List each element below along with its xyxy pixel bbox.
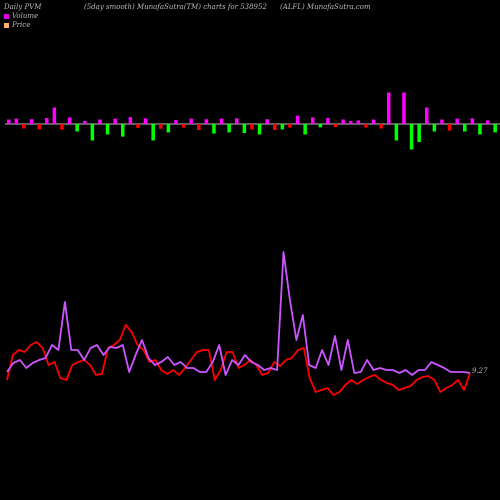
legend-price-swatch [4,22,9,28]
volume-bar [83,121,87,124]
volume-bar [136,124,140,128]
volume-line [6,251,471,376]
volume-bar [250,124,254,130]
volume-bar [128,117,133,124]
volume-bar [493,124,497,133]
volume-bar [22,124,26,129]
volume-bar [288,124,292,128]
volume-bar [204,119,209,124]
volume-bar [14,118,19,124]
volume-bar [257,124,262,135]
volume-bar [113,118,117,124]
volume-bar [45,118,49,124]
volume-bar [349,121,353,124]
chart-title-left: Daily PVM [4,3,42,11]
volume-bar [432,124,437,132]
legend-volume-label: Volume [12,12,39,20]
volume-bar [326,118,330,124]
volume-bar [60,124,64,130]
volume-bar [295,115,300,124]
volume-bar [7,119,11,124]
volume-bar [151,124,155,141]
volume-bar [189,118,193,124]
volume-bar [166,124,171,133]
volume-bar [387,92,391,124]
volume-bar [394,124,399,141]
chart-title-right: (ALFL) MunafaSutra.com [280,3,371,11]
chart-title-center: (5day smooth) MunafaSutra(TM) charts for… [84,3,267,11]
volume-bar [371,119,376,124]
volume-bar [52,107,57,124]
volume-bar [478,124,482,135]
volume-bar [67,117,72,124]
last-value-label: 9.27 [472,367,488,375]
volume-bar [219,118,224,124]
volume-bar [425,107,429,124]
volume-bar [440,119,444,124]
volume-bar [143,118,148,124]
volume-bar [174,120,178,124]
volume-bar [417,124,421,142]
volume-bar [364,124,368,128]
volume-bar [98,119,102,124]
volume-bar [455,118,459,124]
volume-bar [303,124,307,135]
volume-bar [318,124,323,128]
volume-bar [280,124,285,130]
volume-bar [379,124,383,129]
volume-bar [485,120,490,124]
volume-bar [273,124,277,130]
volume-bar [227,124,231,133]
volume-bar [463,124,467,132]
volume-bar [121,124,125,137]
volume-bar [447,124,452,131]
volume-bar [29,119,34,124]
volume-bar [409,124,414,150]
legend-price-label: Price [12,21,31,29]
volume-bar [37,124,41,130]
volume-bar [235,118,239,124]
legend-volume-swatch [4,13,9,19]
volume-bar [159,124,163,129]
volume-bar [311,117,315,124]
volume-bar [181,124,186,128]
volume-bar [402,92,406,124]
volume-bar [75,124,79,132]
legend-volume: Volume [4,12,38,20]
legend-price: Price [4,21,30,29]
volume-bar [470,118,475,124]
volume-bar [197,124,201,130]
volume-bar [105,124,110,135]
volume-bar [356,120,361,124]
volume-bar [242,124,247,133]
volume-bar [341,119,345,124]
volume-bar [333,124,338,127]
volume-bar [90,124,95,141]
volume-bar [265,119,269,124]
price-line [6,324,471,396]
volume-bar [212,124,216,134]
